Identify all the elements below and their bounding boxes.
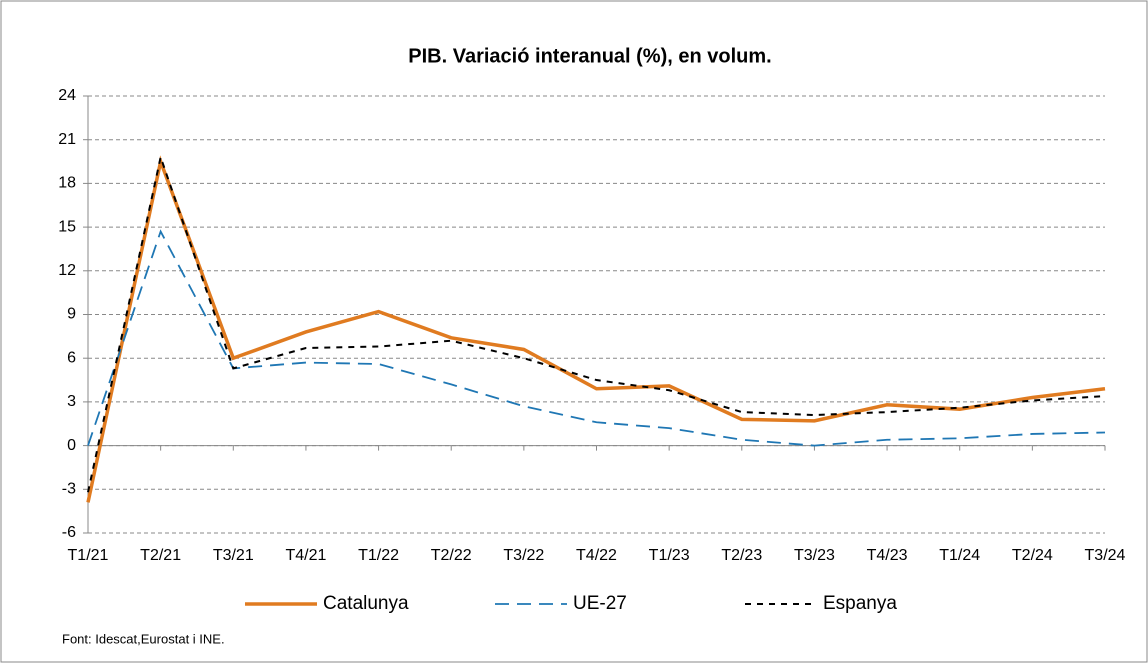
x-tick-label: T1/23 <box>649 547 690 564</box>
x-tick-label: T3/22 <box>503 547 544 564</box>
x-tick-label: T3/21 <box>213 547 254 564</box>
x-tick-label: T4/23 <box>867 547 908 564</box>
x-tick-label: T2/21 <box>140 547 181 564</box>
series-line <box>87 153 1106 493</box>
x-tick-label: T4/22 <box>576 547 617 564</box>
legend-label: UE-27 <box>573 593 627 614</box>
source-note: Font: Idescat,Eurostat i INE. <box>62 631 225 646</box>
x-tick-label: T4/21 <box>285 547 326 564</box>
y-tick-label: 15 <box>58 218 76 235</box>
x-tick-label: T1/24 <box>939 547 980 564</box>
x-tick-label: T2/22 <box>431 547 472 564</box>
legend-label: Espanya <box>823 593 897 614</box>
x-tick-label: T3/23 <box>794 547 835 564</box>
y-tick-label: 18 <box>58 175 76 192</box>
y-tick-label: 0 <box>67 437 76 454</box>
y-tick-label: -6 <box>62 524 76 541</box>
y-tick-label: -3 <box>62 481 76 498</box>
y-tick-label: 24 <box>58 87 76 104</box>
chart-title: PIB. Variació interanual (%), en volum. <box>408 45 771 67</box>
x-tick-label: T1/22 <box>358 547 399 564</box>
y-tick-label: 6 <box>67 349 76 366</box>
series-line <box>86 155 1106 503</box>
y-tick-label: 3 <box>67 393 76 410</box>
x-tick-label: T1/21 <box>68 547 109 564</box>
y-tick-label: 9 <box>67 306 76 323</box>
y-tick-label: 12 <box>58 262 76 279</box>
series-line <box>87 229 1106 447</box>
y-tick-label: 21 <box>58 131 76 148</box>
x-tick-label: T2/23 <box>721 547 762 564</box>
legend-label: Catalunya <box>323 593 409 614</box>
x-tick-label: T3/24 <box>1085 547 1126 564</box>
x-tick-label: T2/24 <box>1012 547 1053 564</box>
